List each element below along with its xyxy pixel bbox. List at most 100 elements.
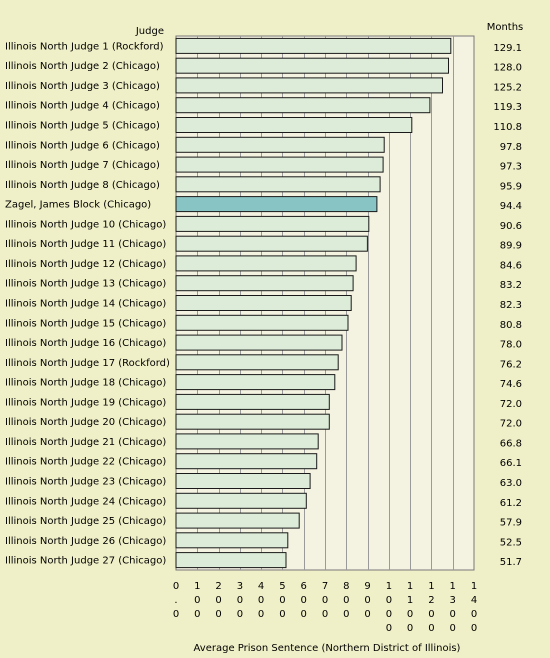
- bar: [175, 354, 339, 371]
- bar: [175, 255, 357, 272]
- category-label: Illinois North Judge 25 (Chicago): [5, 516, 166, 527]
- bar: [175, 37, 452, 54]
- category-label: Illinois North Judge 22 (Chicago): [5, 457, 166, 468]
- value-label: 95.9: [500, 181, 522, 192]
- value-label: 76.2: [500, 359, 522, 370]
- bar: [175, 532, 289, 549]
- bar: [175, 77, 443, 94]
- category-label: Illinois North Judge 16 (Chicago): [5, 338, 166, 349]
- category-label: Illinois North Judge 23 (Chicago): [5, 477, 166, 488]
- category-label: Illinois North Judge 1 (Rockford): [5, 41, 164, 52]
- value-label: 72.0: [500, 419, 522, 430]
- bar: [175, 117, 413, 133]
- value-label: 82.3: [500, 300, 522, 311]
- bar: [175, 433, 319, 450]
- value-label: 66.1: [500, 458, 522, 469]
- bar: [175, 57, 449, 74]
- bar: [175, 235, 368, 252]
- value-label: 57.9: [500, 518, 522, 529]
- bar: [175, 215, 370, 232]
- category-label: Illinois North Judge 6 (Chicago): [5, 140, 160, 151]
- category-label: Illinois North Judge 17 (Rockford): [5, 358, 170, 369]
- category-label: Illinois North Judge 21 (Chicago): [5, 437, 166, 448]
- bar: [175, 196, 378, 213]
- x-axis-label: Average Prison Sentence (Northern Distri…: [194, 643, 461, 654]
- category-label: Illinois North Judge 24 (Chicago): [5, 496, 166, 507]
- category-label: Illinois North Judge 4 (Chicago): [5, 101, 160, 112]
- bars: [175, 37, 452, 569]
- category-label: Illinois North Judge 19 (Chicago): [5, 397, 166, 408]
- value-header: Months: [487, 22, 524, 33]
- category-label: Illinois North Judge 27 (Chicago): [5, 556, 166, 567]
- value-label: 63.0: [500, 478, 522, 489]
- value-label: 66.8: [500, 438, 522, 449]
- bar: [175, 156, 384, 173]
- value-label: 97.3: [500, 162, 522, 173]
- category-label: Illinois North Judge 8 (Chicago): [5, 180, 160, 191]
- value-label: 129.1: [493, 43, 522, 54]
- value-label: 61.2: [500, 498, 522, 509]
- value-label: 125.2: [493, 82, 522, 93]
- value-label: 72.0: [500, 399, 522, 410]
- category-label: Illinois North Judge 10 (Chicago): [5, 219, 166, 230]
- bar: [175, 136, 385, 153]
- value-label: 110.8: [493, 122, 522, 133]
- value-label: 97.8: [500, 142, 522, 153]
- bar: [175, 295, 352, 311]
- value-label: 119.3: [493, 102, 522, 113]
- value-label: 90.6: [500, 221, 522, 232]
- category-label: Illinois North Judge 3 (Chicago): [5, 81, 160, 92]
- bar: [175, 512, 300, 529]
- category-label: Illinois North Judge 5 (Chicago): [5, 121, 160, 132]
- category-label: Illinois North Judge 7 (Chicago): [5, 160, 160, 171]
- bar: [175, 314, 349, 331]
- value-label: 94.4: [500, 201, 522, 212]
- category-label: Illinois North Judge 11 (Chicago): [5, 239, 166, 250]
- value-label: 83.2: [500, 280, 522, 291]
- category-labels: Illinois North Judge 1 (Rockford) Illinoi…: [5, 41, 170, 566]
- bar: [175, 275, 354, 292]
- x-tick-labels: 0. 0 1 0 0 2 0 0 3 0 0 4 0 0 5 0 0 6 0 0 7 0 0 8 0 0 9 0 0 1 0 0 0 1 1 0 0 1 2…: [173, 581, 477, 634]
- category-label: Zagel, James Block (Chicago): [5, 200, 151, 211]
- bar: [175, 413, 330, 430]
- bar: [175, 334, 343, 351]
- value-label: 128.0: [493, 63, 522, 74]
- value-label: 80.8: [500, 320, 522, 331]
- value-label: 51.7: [500, 557, 522, 568]
- category-label: Illinois North Judge 18 (Chicago): [5, 378, 166, 389]
- bar: [175, 393, 330, 410]
- category-label: Illinois North Judge 12 (Chicago): [5, 259, 166, 270]
- value-label: 84.6: [500, 260, 522, 271]
- value-labels: 129.1 128.0 125.2 119.3 110.8 97.8 97.3 95.9 94.…: [493, 43, 522, 568]
- category-label: Illinois North Judge 2 (Chicago): [5, 61, 160, 72]
- bar: [175, 176, 381, 193]
- bar: [175, 552, 287, 569]
- bar: [175, 473, 311, 489]
- value-label: 74.6: [500, 379, 522, 390]
- value-label: 89.9: [500, 241, 522, 252]
- value-label: 52.5: [500, 537, 522, 548]
- bar: [175, 97, 431, 114]
- x-tick-label: 0.0: [173, 581, 179, 620]
- bar: [175, 492, 307, 509]
- category-label: Illinois North Judge 13 (Chicago): [5, 279, 166, 290]
- category-label: Illinois North Judge 14 (Chicago): [5, 299, 166, 310]
- category-label: Illinois North Judge 20 (Chicago): [5, 417, 166, 428]
- value-label: 78.0: [500, 340, 522, 351]
- bar: [175, 453, 318, 470]
